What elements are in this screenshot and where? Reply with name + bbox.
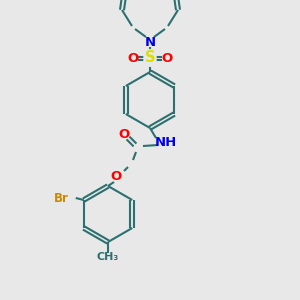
Text: Br: Br <box>54 191 69 205</box>
Text: O: O <box>118 128 130 140</box>
Text: S: S <box>145 50 155 65</box>
Text: CH₃: CH₃ <box>97 252 119 262</box>
Text: O: O <box>161 52 172 64</box>
Text: O: O <box>128 52 139 64</box>
Text: O: O <box>110 169 122 182</box>
Text: N: N <box>144 35 156 49</box>
Text: NH: NH <box>155 136 177 148</box>
